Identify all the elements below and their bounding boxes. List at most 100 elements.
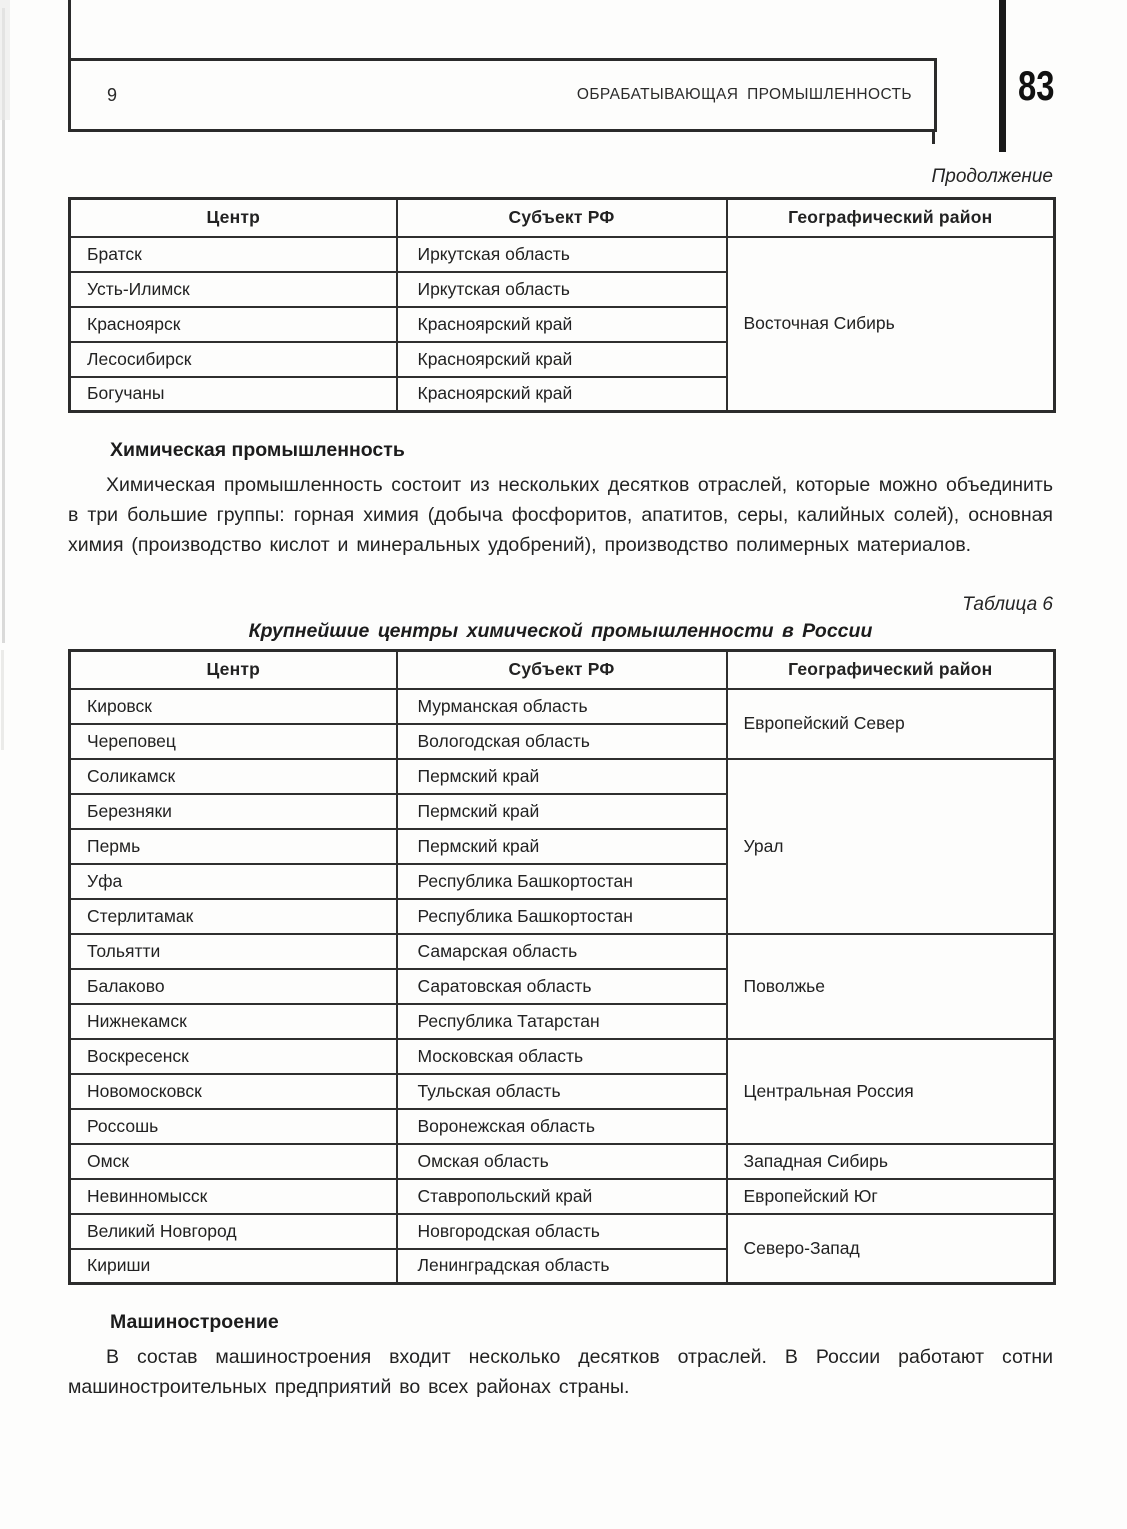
cell-subject: Новгородская область [395, 1212, 728, 1250]
cell-center: Балаково [68, 967, 398, 1005]
table-row: Новомосковск Тульская область [68, 1072, 1055, 1110]
table-row: Соликамск Пермский край Урал [68, 757, 1056, 935]
running-title: ОБРАБАТЫВАЮЩАЯ ПРОМЫШЛЕННОСТЬ [576, 86, 912, 103]
table-row: Невинномысск Ставропольский край Европейск… [68, 1177, 1056, 1215]
cell-region: Центральная Россия [725, 1037, 1056, 1145]
cell-center: Невинномысск [68, 1177, 398, 1215]
scan-artifact-smudge [0, 0, 10, 120]
cell-subject: Пермский край [395, 757, 728, 795]
column-header: Географический район [725, 649, 1056, 690]
cell-region: Поволжье [725, 932, 1056, 1040]
column-header: Центр [68, 649, 398, 690]
cell-center: Россошь [68, 1107, 398, 1145]
table-header-row: Центр Субъект РФ Географический район [68, 197, 1056, 238]
table-row: Кириши Ленинградская область [68, 1247, 1055, 1285]
cell-region: Северо-Запад [725, 1212, 1056, 1285]
section-heading-machinery: Машиностроение [110, 1311, 279, 1333]
scan-artifact-left-line-2 [1, 650, 4, 750]
page-edge-bar [999, 0, 1006, 152]
cell-subject: Республика Татарстан [395, 1002, 728, 1040]
cell-subject: Иркутская область [395, 270, 728, 308]
header-box-stub [932, 131, 935, 144]
continuation-label: Продолжение [931, 166, 1054, 187]
page-number: 83 [1018, 62, 1055, 109]
column-header: Субъект РФ [395, 649, 728, 690]
cell-center: Великий Новгород [68, 1212, 398, 1250]
cell-subject: Ставропольский край [395, 1177, 728, 1215]
cell-region: Европейский Север [725, 687, 1056, 760]
cell-subject: Иркутская область [395, 235, 728, 273]
scan-artifact-left-line [2, 8, 5, 643]
cell-subject: Омская область [395, 1142, 728, 1180]
table-row: Великий Новгород Новгородская область Севе… [68, 1212, 1056, 1285]
table-row: Череповец Вологодская область [68, 722, 1055, 760]
cell-subject: Тульская область [395, 1072, 728, 1110]
running-header-box: 9 ОБРАБАТЫВАЮЩАЯ ПРОМЫШЛЕННОСТЬ [68, 58, 937, 132]
table-row: Братск Иркутская область Восточная Сибирь [68, 235, 1056, 413]
header-left-rule [68, 0, 71, 60]
table6-caption: Таблица 6 [962, 594, 1053, 615]
cell-center: Кировск [68, 687, 398, 725]
table-row: Уфа Республика Башкортостан [68, 862, 1055, 900]
table-row: Россошь Воронежская область [68, 1107, 1055, 1145]
cell-subject: Мурманская область [395, 687, 728, 725]
cell-subject: Воронежская область [395, 1107, 728, 1145]
table-row: Омск Омская область Западная Сибирь [68, 1142, 1056, 1180]
cell-subject: Саратовская область [395, 967, 728, 1005]
cell-center: Воскресенск [68, 1037, 398, 1075]
cell-region: Западная Сибирь [725, 1142, 1056, 1180]
table-continuation: Центр Субъект РФ Географический район Брат… [68, 197, 1056, 413]
cell-center: Красноярск [68, 305, 398, 343]
cell-center: Уфа [68, 862, 398, 900]
cell-center: Череповец [68, 722, 398, 760]
table6-title: Крупнейшие центры химической промышленно… [248, 620, 873, 642]
section-heading-chemical: Химическая промышленность [110, 439, 405, 461]
cell-subject: Пермский край [395, 827, 728, 865]
cell-center: Богучаны [68, 375, 398, 413]
table-row: Богучаны Красноярский край [68, 375, 1055, 413]
cell-center: Кириши [68, 1247, 398, 1285]
cell-subject: Вологодская область [395, 722, 728, 760]
column-header: Географический район [725, 197, 1056, 238]
table-header-row: Центр Субъект РФ Географический район [68, 649, 1056, 690]
table-row: Красноярск Красноярский край [68, 305, 1055, 343]
cell-subject: Республика Башкортостан [395, 897, 728, 935]
column-header: Субъект РФ [395, 197, 728, 238]
table-row: Стерлитамак Республика Башкортостан [68, 897, 1055, 935]
cell-region: Урал [725, 757, 1056, 935]
cell-region: Восточная Сибирь [725, 235, 1056, 413]
paragraph-chemical: Химическая промышленность состоит из нес… [68, 474, 1053, 556]
cell-subject: Московская область [395, 1037, 728, 1075]
cell-center: Братск [68, 235, 398, 273]
cell-subject: Республика Башкортостан [395, 862, 728, 900]
cell-subject: Красноярский край [395, 375, 728, 413]
table-row: Пермь Пермский край [68, 827, 1055, 865]
cell-region: Европейский Юг [725, 1177, 1056, 1215]
cell-center: Пермь [68, 827, 398, 865]
cell-center: Новомосковск [68, 1072, 398, 1110]
cell-center: Березняки [68, 792, 398, 830]
cell-subject: Пермский край [395, 792, 728, 830]
cell-center: Омск [68, 1142, 398, 1180]
cell-subject: Красноярский край [395, 340, 728, 378]
table-6: Центр Субъект РФ Географический район Киро… [68, 649, 1056, 1285]
paragraph-machinery: В состав машиностроения входит несколько… [68, 1346, 1053, 1398]
table-row: Нижнекамск Республика Татарстан [68, 1002, 1055, 1040]
cell-center: Лесосибирск [68, 340, 398, 378]
chapter-number: 9 [107, 84, 118, 105]
cell-center: Соликамск [68, 757, 398, 795]
cell-center: Усть-Илимск [68, 270, 398, 308]
cell-center: Нижнекамск [68, 1002, 398, 1040]
cell-subject: Красноярский край [395, 305, 728, 343]
table-row: Усть-Илимск Иркутская область [68, 270, 1055, 308]
cell-subject: Самарская область [395, 932, 728, 970]
page-content: Продолжение Центр Субъект РФ Географически… [68, 0, 1056, 1402]
cell-subject: Ленинградская область [395, 1247, 728, 1285]
table-row: Воскресенск Московская область Центральная… [68, 1037, 1056, 1145]
table-row: Тольятти Самарская область Поволжье [68, 932, 1056, 1040]
table-row: Лесосибирск Красноярский край [68, 340, 1055, 378]
cell-center: Тольятти [68, 932, 398, 970]
column-header: Центр [68, 197, 398, 238]
table-row: Кировск Мурманская область Европейский Сев… [68, 687, 1056, 760]
table-row: Березняки Пермский край [68, 792, 1055, 830]
